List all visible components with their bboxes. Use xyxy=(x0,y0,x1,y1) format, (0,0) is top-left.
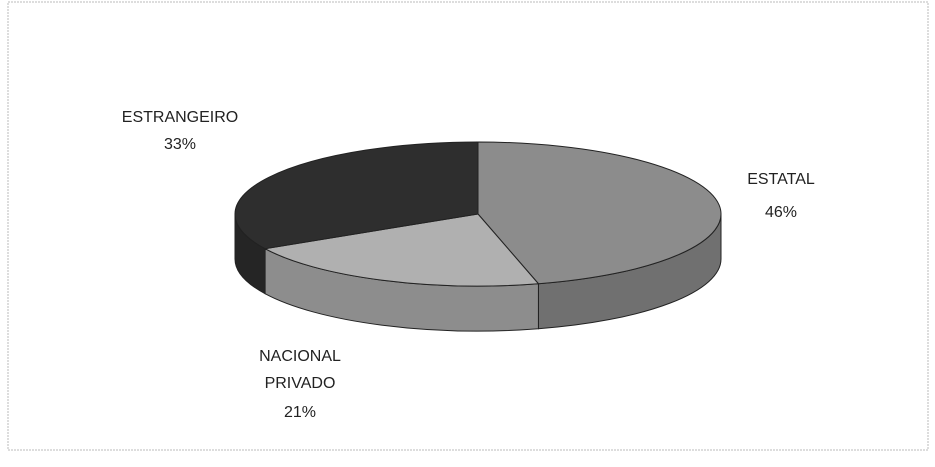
slice-label: NACIONAL PRIVADO xyxy=(259,348,341,392)
slice-value-label: 46% xyxy=(765,204,797,221)
slice-value-label: 33% xyxy=(164,136,196,153)
slice xyxy=(234,141,479,250)
slice-label-line: ESTRANGEIRO xyxy=(122,109,238,126)
slice-label: ESTRANGEIRO xyxy=(122,109,238,126)
slice-label: ESTATAL xyxy=(747,171,815,188)
slice-value-label: 21% xyxy=(284,404,316,421)
slice xyxy=(263,213,540,287)
chart-frame xyxy=(7,1,929,451)
slice-label-line: PRIVADO xyxy=(265,375,336,392)
slice-label-line: NACIONAL xyxy=(259,348,341,365)
slice-label-line: ESTATAL xyxy=(747,171,815,188)
slice xyxy=(477,141,722,285)
